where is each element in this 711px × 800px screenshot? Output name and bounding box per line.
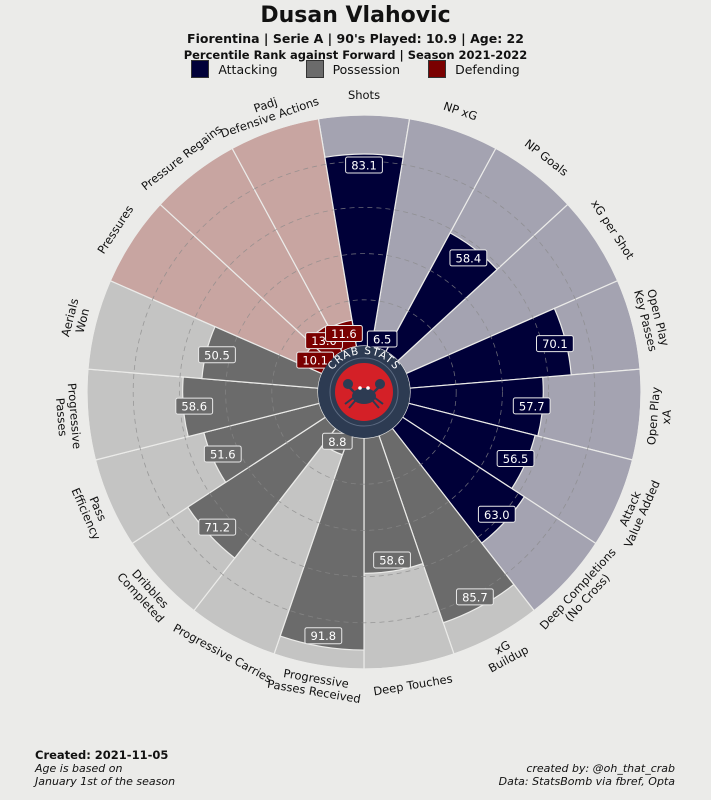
value-label-box bbox=[322, 432, 353, 450]
value-label-box bbox=[477, 505, 516, 523]
value-label: 51.6 bbox=[210, 447, 236, 461]
legend-swatch-attacking bbox=[191, 60, 210, 78]
outer-ring bbox=[86, 114, 642, 670]
value-label-box bbox=[455, 588, 494, 606]
legend-label: Defending bbox=[455, 61, 520, 77]
category-label: ProgressivePasses Received bbox=[266, 664, 364, 706]
legend-swatch-defending bbox=[428, 60, 447, 78]
value-label-box bbox=[366, 330, 398, 348]
age-note-2: January 1st of the season bbox=[35, 775, 176, 788]
value-label: 56.5 bbox=[503, 452, 529, 466]
source-text: Data: StatsBomb via fbref, Opta bbox=[498, 775, 675, 788]
crab-icon bbox=[343, 379, 385, 409]
value-label: 6.5 bbox=[373, 333, 391, 347]
value-label-box bbox=[198, 346, 236, 364]
value-label-box bbox=[304, 627, 343, 645]
category-label: Deep Touches bbox=[372, 671, 453, 698]
age-note-1: Age is based on bbox=[35, 762, 123, 775]
header: Dusan Vlahovic Fiorentina | Serie A | 90… bbox=[0, 0, 711, 63]
legend-item-possession: Possession bbox=[305, 60, 401, 78]
value-label: 63.0 bbox=[484, 508, 510, 522]
value-label: 58.4 bbox=[456, 251, 482, 265]
value-label: 70.1 bbox=[542, 337, 568, 351]
category-label: AerialsWon bbox=[58, 297, 94, 341]
value-label-box bbox=[536, 335, 574, 353]
value-label: 50.5 bbox=[204, 348, 230, 362]
legend: Attacking Possession Defending bbox=[0, 60, 711, 78]
subtitle: Fiorentina | Serie A | 90's Played: 10.9… bbox=[187, 31, 524, 46]
credit-text: created by: @oh_that_crab bbox=[526, 762, 675, 775]
category-label: Open PlayKey Passes bbox=[631, 285, 673, 353]
legend-item-defending: Defending bbox=[428, 60, 520, 78]
legend-label: Attacking bbox=[218, 61, 278, 77]
value-label: 83.1 bbox=[351, 159, 377, 173]
grid-circle bbox=[271, 299, 457, 485]
grid-circle bbox=[132, 160, 596, 624]
value-label-box bbox=[373, 551, 411, 569]
legend-swatch-possession bbox=[305, 60, 324, 78]
value-label: 58.6 bbox=[379, 554, 405, 568]
value-label-box bbox=[449, 249, 488, 267]
grid-circle bbox=[225, 253, 503, 531]
value-label: 10.1 bbox=[302, 354, 328, 368]
value-label: 57.7 bbox=[519, 399, 545, 413]
category-label: Open PlayxA bbox=[644, 386, 676, 447]
legend-item-attacking: Attacking bbox=[191, 60, 278, 78]
value-label: 91.8 bbox=[311, 629, 337, 643]
value-label-box bbox=[203, 445, 242, 463]
footer-left: Created: 2021-11-05 Age is based on Janu… bbox=[35, 748, 176, 789]
subtitle-percentile: Percentile Rank against Forward | Season… bbox=[183, 48, 528, 62]
value-label: 8.8 bbox=[328, 435, 346, 449]
value-label-box bbox=[198, 518, 237, 536]
value-label: 58.6 bbox=[181, 400, 207, 414]
value-label-box bbox=[325, 325, 363, 343]
grid-circle bbox=[178, 206, 550, 578]
category-label: Shots bbox=[348, 88, 380, 102]
value-label-box bbox=[345, 156, 383, 174]
footer-right: created by: @oh_that_crab Data: StatsBom… bbox=[499, 762, 675, 788]
value-label-box bbox=[496, 449, 535, 467]
page-title: Dusan Vlahovic bbox=[260, 3, 451, 28]
category-label: ProgressivePasses bbox=[52, 382, 84, 450]
value-label: 71.2 bbox=[204, 521, 230, 535]
value-label: 11.6 bbox=[331, 327, 357, 341]
value-label: 85.7 bbox=[462, 590, 488, 604]
created-date: Created: 2021-11-05 bbox=[35, 748, 169, 762]
value-label-box bbox=[175, 397, 214, 415]
legend-label: Possession bbox=[332, 61, 401, 77]
value-label-box bbox=[512, 397, 551, 415]
category-label: NP xG bbox=[442, 99, 480, 124]
